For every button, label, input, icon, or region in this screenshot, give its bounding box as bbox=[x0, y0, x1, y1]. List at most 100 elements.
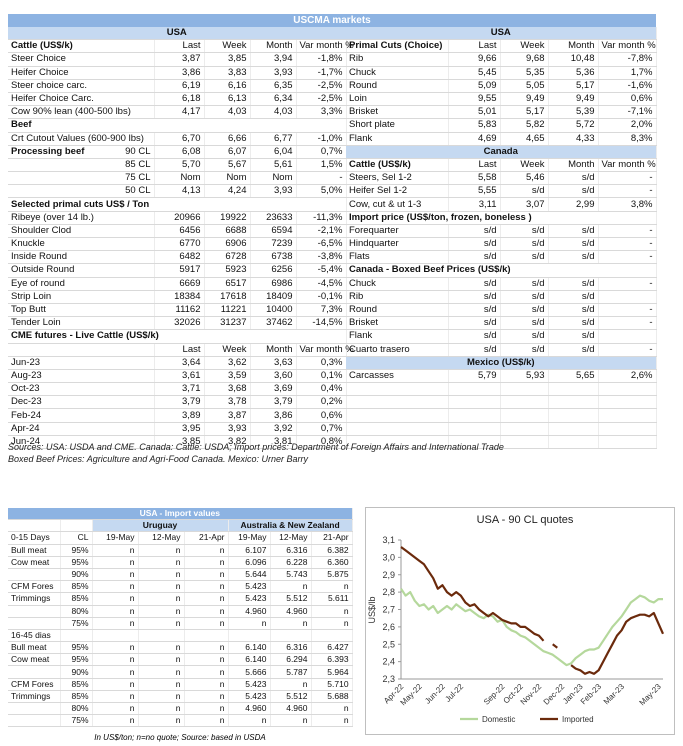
empty-cell bbox=[270, 629, 312, 643]
table-row: 75 CL Nom Nom Nom - bbox=[8, 171, 347, 186]
value-cell: 6,66 bbox=[204, 132, 251, 146]
value-cell: 5,83 bbox=[448, 118, 501, 133]
table-row: Eye of round 6669 6517 6986 -4,5% bbox=[8, 277, 347, 291]
value-cell: n bbox=[138, 714, 185, 728]
empty-row bbox=[346, 382, 657, 397]
value-cell: s/d bbox=[548, 184, 599, 199]
table-row: Cuarto trasero s/d s/d s/d - bbox=[346, 343, 657, 357]
row-label-cell: Jun-23 bbox=[8, 356, 155, 370]
table-row: CFM Fores 85% n n n 5.423 n 5.710 bbox=[8, 678, 353, 691]
section-header: CME futures - Live Cattle (US$/k) bbox=[8, 329, 347, 344]
table-row: 75% n n n n n n bbox=[8, 617, 353, 630]
value-cell: 3,81 bbox=[250, 435, 297, 450]
table-row: Heifer Choice 3,86 3,83 3,93 -1,7% bbox=[8, 66, 347, 80]
value-cell: n bbox=[92, 617, 139, 630]
value-cell: 6517 bbox=[204, 277, 251, 291]
row-label: Hindquarter bbox=[349, 238, 399, 250]
row-label: Round bbox=[349, 304, 377, 316]
value-cell: n bbox=[228, 617, 271, 630]
table-row: Carcasses 5,79 5,93 5,65 2,6% bbox=[346, 369, 657, 384]
table-row: Steer Choice 3,87 3,85 3,94 -1,8% bbox=[8, 52, 347, 67]
table-row: Chuck s/d s/d s/d - bbox=[346, 277, 657, 291]
value-cell: 7,3% bbox=[296, 303, 347, 318]
row-label: Steers, Sel 1-2 bbox=[349, 172, 412, 184]
table-row: 90% n n n 5.666 5.787 5.964 bbox=[8, 665, 353, 679]
cl-cell: 95% bbox=[60, 641, 93, 655]
row-label-cell: Loin bbox=[346, 92, 449, 107]
value-cell: n bbox=[138, 580, 185, 594]
table-row: Flats s/d s/d s/d - bbox=[346, 250, 657, 265]
row-label-cell: Jun-24 bbox=[8, 435, 155, 450]
uscma-markets: USCMA markets USA Cattle (US$/k) Last Week M… bbox=[8, 14, 657, 450]
empty-cell bbox=[598, 395, 657, 410]
region-header: USA bbox=[346, 27, 657, 41]
value-cell: 6.228 bbox=[270, 556, 312, 569]
value-cell: s/d bbox=[448, 290, 501, 304]
value-cell: 3,85 bbox=[204, 52, 251, 67]
value-cell: 5.423 bbox=[228, 690, 271, 704]
table-row: Cattle (US$/k) Last Week Month Var month % bbox=[346, 158, 657, 173]
value-cell: 3,86 bbox=[250, 408, 297, 423]
value-cell: n bbox=[92, 641, 139, 655]
value-cell: 6,34 bbox=[250, 92, 297, 107]
value-cell: 6.294 bbox=[270, 653, 312, 667]
empty-cell bbox=[598, 435, 657, 450]
row-label: Ribeye (over 14 lb.) bbox=[11, 211, 94, 223]
value-cell: n bbox=[138, 641, 185, 655]
value-cell: n bbox=[138, 617, 185, 630]
value-cell: 3,79 bbox=[154, 395, 205, 410]
value-cell: 5,0% bbox=[296, 184, 347, 199]
value-cell: 5,61 bbox=[250, 158, 297, 173]
value-cell: 3,61 bbox=[154, 369, 205, 384]
cl-cell: 95% bbox=[60, 556, 93, 569]
value-cell: -1,6% bbox=[598, 79, 657, 93]
value-cell: 6.393 bbox=[311, 653, 353, 667]
value-cell: 3,79 bbox=[250, 395, 297, 410]
value-cell: 5.787 bbox=[270, 665, 312, 679]
y-tick-label: 2,3 bbox=[382, 674, 395, 684]
value-cell: 5,72 bbox=[548, 118, 599, 133]
value-cell: 5.423 bbox=[228, 678, 271, 691]
empty-cell bbox=[346, 422, 449, 436]
value-cell: -0,1% bbox=[296, 290, 347, 304]
value-cell: 18409 bbox=[250, 290, 297, 304]
value-cell: 31237 bbox=[204, 316, 251, 331]
value-cell: 5.964 bbox=[311, 665, 353, 679]
value-cell: s/d bbox=[548, 290, 599, 304]
value-cell: s/d bbox=[548, 343, 599, 357]
section-header: Import price (US$/ton, frozen, boneless … bbox=[346, 211, 657, 225]
value-cell: 4,03 bbox=[204, 105, 251, 120]
value-cell: n bbox=[184, 665, 229, 679]
value-cell: s/d bbox=[500, 224, 549, 239]
value-cell: 4.960 bbox=[270, 702, 312, 716]
column-header: Var month % bbox=[296, 343, 354, 357]
empty-cell bbox=[346, 435, 449, 450]
value-cell: 20966 bbox=[154, 211, 205, 225]
value-cell: 4,69 bbox=[448, 132, 501, 146]
column-header: Week bbox=[204, 39, 251, 54]
value-cell: 2,99 bbox=[548, 197, 599, 212]
row-label-cell: Oct-23 bbox=[8, 382, 155, 397]
cl-cell: 95% bbox=[60, 653, 93, 667]
row-label-cell: CFM Fores bbox=[8, 580, 61, 594]
table-row: Cattle (US$/k) Last Week Month Var month % bbox=[8, 39, 354, 54]
row-label-cell: Round bbox=[346, 303, 449, 318]
value-cell: s/d bbox=[448, 277, 501, 291]
row-label: Flank bbox=[349, 132, 373, 144]
value-cell: n bbox=[270, 580, 312, 594]
row-label-cell: Aug-23 bbox=[8, 369, 155, 384]
empty-cell bbox=[598, 422, 657, 436]
value-cell: 3,68 bbox=[204, 382, 251, 397]
group-label: 0-15 Days bbox=[8, 531, 61, 545]
empty-cell bbox=[448, 408, 501, 423]
usa-canada-mexico-table: USA Primal Cuts (Choice) Last Week Month Var … bbox=[346, 27, 657, 450]
value-cell: 5,55 bbox=[448, 184, 501, 199]
value-cell: n bbox=[184, 556, 229, 569]
row-label: CFM Fores bbox=[11, 581, 54, 592]
region-header: Canada bbox=[346, 145, 657, 159]
table-row: Loin 9,55 9,49 9,49 0,6% bbox=[346, 92, 657, 107]
value-cell: n bbox=[92, 714, 139, 728]
value-cell: 6,04 bbox=[250, 145, 297, 159]
row-sublabel: 90 CL bbox=[125, 145, 151, 157]
row-label: Loin bbox=[349, 93, 367, 105]
